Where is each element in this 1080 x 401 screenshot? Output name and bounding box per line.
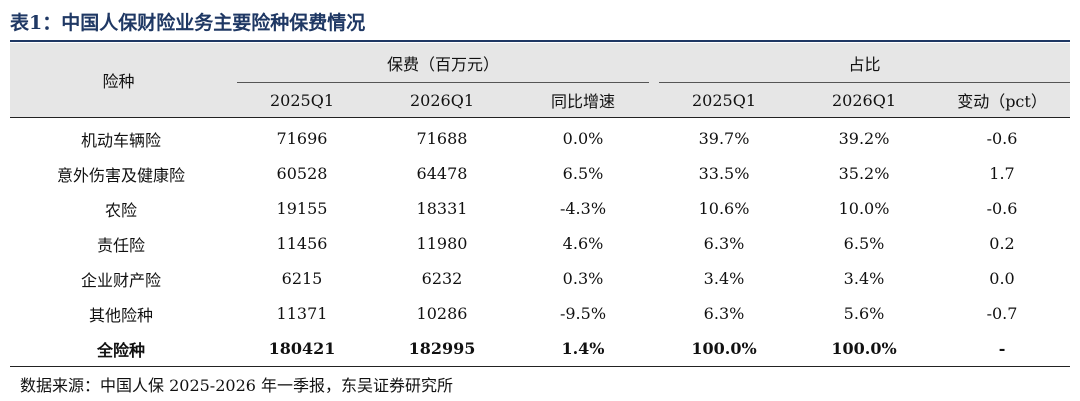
cell-share-2026q1: 6.5% [843, 234, 885, 253]
cell-share-change: -0.6 [986, 129, 1018, 148]
cell-share-change: 0.0 [989, 269, 1015, 288]
cell-share-change: -0.6 [986, 199, 1018, 218]
cell-premium-2026q1: 11980 [416, 234, 468, 253]
cell-insurance-type: 意外伤害及健康险 [56, 165, 185, 185]
cell-premium-2025q1: 6215 [281, 269, 323, 288]
table-title: 表1：中国人保财险业务主要险种保费情况 [10, 12, 366, 34]
cell-share-change: 1.7 [989, 164, 1015, 183]
table-row: 机动车辆险 71696 71688 0.0% 39.7% 39.2% -0.6 [10, 118, 1070, 157]
source-note: 数据来源：中国人保 2025-2026 年一季报，东吴证券研究所 [20, 376, 454, 395]
header-yoy-growth: 同比增速 [512, 82, 654, 118]
table-row: 责任险 11456 11980 4.6% 6.3% 6.5% 0.2 [10, 226, 1070, 261]
cell-insurance-type: 其他险种 [88, 305, 153, 325]
premium-table: 险种 保费（百万元） 占比 2025Q1 2026Q1 同比增速 2025Q1 … [10, 43, 1071, 367]
cell-premium-2025q1: 11456 [276, 234, 328, 253]
cell-share-change: -0.7 [986, 304, 1018, 323]
cell-share-2025q1: 100.0% [654, 331, 794, 367]
cell-premium-2025q1: 19155 [276, 199, 328, 218]
cell-share-2026q1: 3.4% [843, 269, 885, 288]
cell-share-2025q1: 3.4% [703, 269, 745, 288]
title-rule [10, 40, 1070, 42]
cell-share-2026q1: 5.6% [843, 304, 885, 323]
header-group-share: 占比 [648, 43, 1071, 83]
cell-share-2025q1: 6.3% [703, 234, 745, 253]
cell-share-2025q1: 10.6% [698, 199, 750, 218]
header-premium-2026q1: 2026Q1 [372, 82, 512, 118]
header-share-2026q1: 2026Q1 [794, 82, 934, 118]
cell-yoy-growth: 4.6% [562, 234, 604, 253]
table-row-total: 全险种 180421 182995 1.4% 100.0% 100.0% - [10, 331, 1071, 367]
header-insurance-type: 险种 [10, 43, 232, 118]
cell-share-2025q1: 6.3% [703, 304, 745, 323]
cell-premium-2026q1: 10286 [416, 304, 468, 323]
cell-share-2026q1: 35.2% [838, 164, 890, 183]
header-share-2025q1: 2025Q1 [654, 82, 794, 118]
table-row: 其他险种 11371 10286 -9.5% 6.3% 5.6% -0.7 [10, 296, 1070, 331]
cell-yoy-growth: 0.3% [562, 269, 604, 288]
cell-share-2025q1: 39.7% [698, 129, 750, 148]
header-group-premium: 保费（百万元） [227, 43, 659, 83]
cell-share-change: 0.2 [989, 234, 1015, 253]
cell-premium-2025q1: 60528 [276, 164, 328, 183]
cell-share-2025q1: 33.5% [698, 164, 750, 183]
cell-premium-2026q1: 18331 [416, 199, 468, 218]
cell-insurance-type: 责任险 [96, 235, 145, 255]
table-row: 企业财产险 6215 6232 0.3% 3.4% 3.4% 0.0 [10, 261, 1070, 296]
cell-share-change: - [934, 331, 1071, 367]
cell-yoy-growth: 0.0% [562, 129, 604, 148]
cell-insurance-type: 农险 [104, 200, 137, 220]
cell-insurance-type: 机动车辆险 [80, 130, 161, 150]
cell-insurance-type: 企业财产险 [80, 270, 161, 290]
cell-premium-2025q1: 180421 [232, 331, 372, 367]
cell-premium-2025q1: 71696 [276, 129, 328, 148]
cell-premium-2025q1: 11371 [276, 304, 328, 323]
cell-insurance-type: 全险种 [10, 331, 232, 367]
cell-yoy-growth: 6.5% [562, 164, 604, 183]
cell-share-2026q1: 100.0% [794, 331, 934, 367]
cell-premium-2026q1: 64478 [416, 164, 468, 183]
header-premium-2025q1: 2025Q1 [232, 82, 372, 118]
cell-premium-2026q1: 182995 [372, 331, 512, 367]
cell-yoy-growth: 1.4% [512, 331, 654, 367]
cell-yoy-growth: -4.3% [559, 199, 607, 218]
cell-premium-2026q1: 71688 [416, 129, 468, 148]
cell-share-2026q1: 10.0% [838, 199, 890, 218]
cell-premium-2026q1: 6232 [421, 269, 463, 288]
table-row: 意外伤害及健康险 60528 64478 6.5% 33.5% 35.2% 1.… [10, 156, 1070, 191]
header-share-change: 变动（pct） [934, 82, 1071, 118]
table-row: 农险 19155 18331 -4.3% 10.6% 10.0% -0.6 [10, 191, 1070, 226]
cell-yoy-growth: -9.5% [559, 304, 607, 323]
cell-share-2026q1: 39.2% [838, 129, 890, 148]
